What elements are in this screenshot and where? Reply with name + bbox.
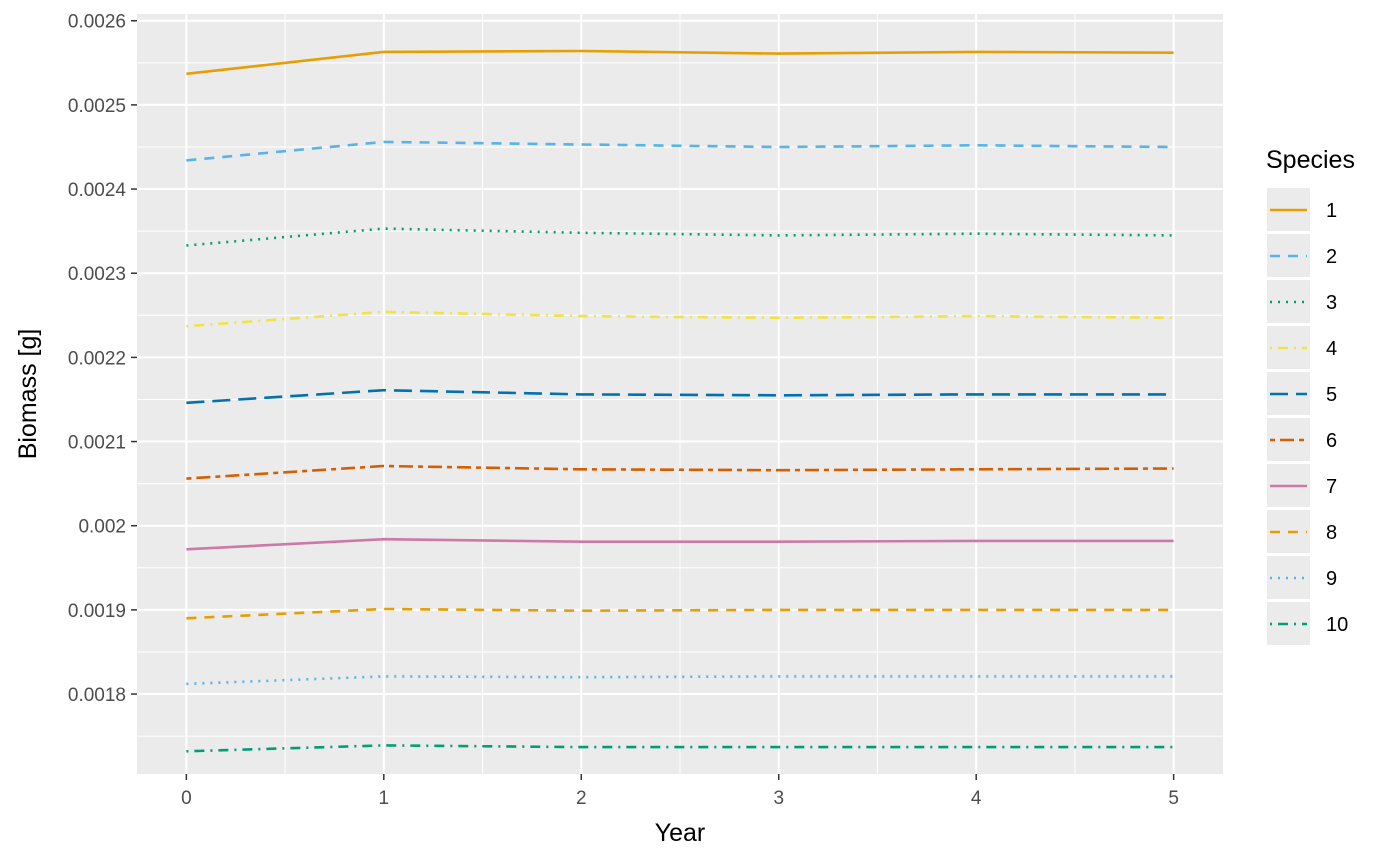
- series-line-7: [186, 537, 1174, 551]
- series-line-1: [186, 49, 1174, 76]
- x-tick-label: 0: [181, 788, 192, 809]
- legend-label-9: 9: [1326, 568, 1337, 590]
- x-tick-label: 1: [379, 788, 390, 809]
- series-line-5: [186, 388, 1174, 405]
- y-tick-label: 0.0026: [68, 12, 126, 33]
- series-lines: [186, 49, 1174, 753]
- x-axis: 0 1 2 3 4 5: [181, 774, 1179, 809]
- y-tick-label: 0.0018: [68, 685, 126, 706]
- x-tick-label: 2: [576, 788, 587, 809]
- legend-label-10: 10: [1326, 614, 1348, 636]
- legend: Species 1 2 3 4 5 6 7 8 9 10: [1266, 146, 1355, 645]
- y-tick-label: 0.0025: [68, 96, 126, 117]
- y-tick-label: 0.0022: [68, 348, 126, 369]
- legend-label-5: 5: [1326, 384, 1337, 406]
- legend-title: Species: [1266, 146, 1355, 174]
- y-tick-label: 0.0019: [68, 601, 126, 622]
- series-line-8: [186, 607, 1174, 620]
- series-line-4: [186, 310, 1174, 328]
- legend-label-6: 6: [1326, 430, 1337, 452]
- y-tick-label: 0.0021: [68, 433, 126, 454]
- series-line-6: [186, 464, 1174, 480]
- series-line-2: [186, 140, 1174, 162]
- legend-label-3: 3: [1326, 292, 1337, 314]
- series-line-10: [186, 744, 1174, 753]
- x-tick-label: 4: [971, 788, 982, 809]
- legend-label-1: 1: [1326, 200, 1337, 222]
- y-tick-label: 0.002: [78, 517, 126, 538]
- legend-label-8: 8: [1326, 522, 1337, 544]
- legend-label-7: 7: [1326, 476, 1337, 498]
- y-tick-label: 0.0024: [68, 180, 127, 201]
- y-axis: 0.0018 0.0019 0.002 0.0021 0.0022 0.0023 0.002…: [68, 12, 137, 706]
- legend-label-4: 4: [1326, 338, 1337, 360]
- legend-label-2: 2: [1326, 246, 1337, 268]
- x-tick-label: 5: [1168, 788, 1179, 809]
- x-tick-label: 3: [773, 788, 784, 809]
- y-tick-label: 0.0023: [68, 264, 126, 285]
- x-axis-title: Year: [655, 819, 706, 847]
- y-axis-title: Biomass [g]: [14, 329, 42, 460]
